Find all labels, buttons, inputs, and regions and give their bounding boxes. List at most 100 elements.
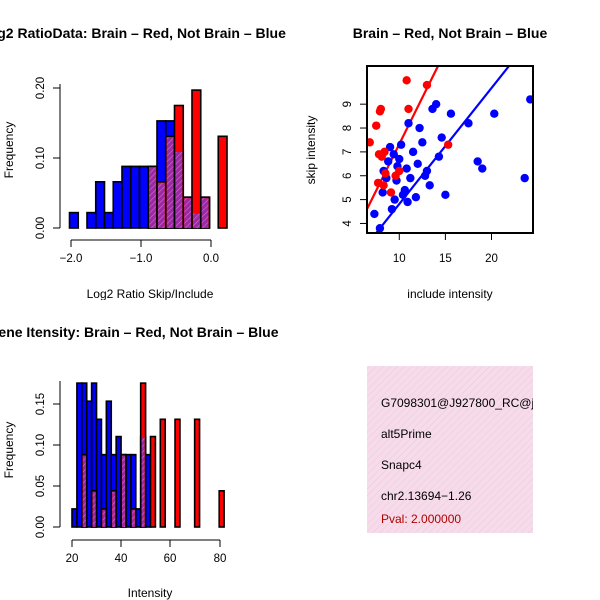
hist1-bar-overlap (149, 167, 156, 228)
hist2-bar-overlap (82, 455, 86, 527)
hist2-y-axis: 0.00 0.05 0.10 0.15 (35, 381, 61, 538)
scatter-point-not-brain (395, 154, 404, 164)
scatter-point-not-brain (441, 190, 450, 200)
scatter-xtick-label: 10 (393, 253, 406, 265)
scatter-point-not-brain (526, 95, 533, 104)
hist1-bar-brain (191, 89, 202, 229)
scatter-point-not-brain (520, 173, 529, 183)
hist1-bar-overlap (175, 152, 183, 228)
scatter-point-brain (379, 181, 388, 190)
hist2-bar-brain (159, 418, 167, 528)
event-id: G7098301@J927800_RC@j (381, 396, 534, 410)
hist2-ytick-label: 0.05 (35, 475, 47, 497)
scatter-y-axis: 4 5 6 7 8 9 (342, 101, 367, 227)
hist1-bar-not-brain (121, 165, 132, 229)
hist1-x-axis: −2.0 −1.0 0.0 (60, 239, 219, 265)
scatter-point-not-brain (425, 181, 434, 190)
scatter-point-not-brain (384, 157, 393, 166)
scatter-point-not-brain (446, 109, 456, 118)
hist2-xtick-label: 80 (214, 553, 227, 565)
scatter-point-not-brain (370, 209, 379, 219)
hist2-bar-brain (149, 435, 157, 528)
hist2-xtick-label: 40 (115, 553, 128, 565)
hist2-bar-overlap (102, 509, 106, 527)
scatter-point-not-brain (415, 123, 424, 133)
hist1-ytick-label: 0.10 (35, 147, 47, 169)
hist1-ytick-label: 0.00 (35, 217, 47, 239)
scatter-point-brain (402, 76, 411, 85)
scatter-point-brain (386, 188, 396, 197)
hist2-xtick-label: 20 (66, 553, 79, 565)
scatter-ytick-label: 6 (342, 173, 354, 179)
scatter-point-not-brain (402, 164, 411, 173)
hist2-x-axis: 20 40 60 80 (66, 539, 227, 565)
info-panel-background (367, 366, 533, 533)
hist1-bar-not-brain (86, 211, 97, 229)
scatter-point-not-brain (422, 166, 432, 176)
hist2-bar-brain (218, 490, 225, 528)
hist2-ytick-label: 0.00 (35, 516, 47, 538)
scatter-point-not-brain (437, 133, 446, 142)
scatter-point-not-brain (400, 185, 410, 195)
scatter-plot-box (366, 65, 534, 234)
hist1-panel: Log2 RatioData: Brain – Red, Not Brain –… (0, 25, 286, 300)
gene-location: chr2.13694−1.26 (381, 489, 472, 503)
scatter-point-not-brain (406, 173, 415, 183)
hist2-bar-brain (193, 418, 201, 528)
hist2-bar-overlap (92, 491, 96, 527)
scatter-point-not-brain (473, 157, 482, 166)
scatter-point-brain (443, 140, 453, 149)
scatter-ytick-label: 5 (342, 196, 354, 202)
event-type: alt5Prime (381, 427, 432, 441)
scatter-ylabel: skip intensity (304, 116, 318, 185)
scatter-point-not-brain (378, 188, 387, 197)
hist1-title: Log2 RatioData: Brain – Red, Not Brain –… (0, 25, 286, 41)
hist1-y-axis: 0.00 0.10 0.20 (35, 77, 61, 239)
hist1-bar-overlap (201, 198, 209, 228)
scatter-point-not-brain (413, 159, 422, 169)
hist1-bar-brain (217, 135, 228, 229)
hist1-xtick-label: −2.0 (60, 253, 83, 265)
hist2-bar-overlap (112, 491, 116, 527)
hist1-bars (68, 89, 228, 229)
hist1-ylabel: Frequency (2, 122, 16, 179)
hist1-bar-not-brain (129, 165, 141, 229)
hist1-bar-overlap (158, 182, 165, 228)
info-panel: G7098301@J927800_RC@j alt5Prime Snapc4 c… (367, 366, 534, 533)
scatter-point-not-brain (490, 109, 499, 118)
scatter-panel: Brain – Red, Not Brain – Blue include in… (304, 25, 547, 301)
hist1-xtick-label: 0.0 (203, 253, 219, 265)
hist2-bar-overlap (122, 455, 125, 527)
scatter-point-not-brain (404, 119, 413, 128)
scatter-point-brain (367, 138, 374, 147)
scatter-xlabel: include intensity (407, 287, 492, 301)
scatter-point-not-brain (375, 224, 385, 233)
hist1-bar-not-brain (94, 181, 106, 229)
hist1-bar-not-brain (68, 211, 80, 229)
hist1-bar-not-brain (112, 181, 123, 229)
scatter-point-brain (404, 104, 413, 114)
scatter-point-brain (395, 166, 404, 176)
scatter-point-not-brain (418, 138, 427, 147)
hist1-bar-not-brain (138, 165, 150, 229)
hist2-title: Gene Itensity: Brain – Red, Not Brain – … (0, 324, 279, 340)
scatter-title: Brain – Red, Not Brain – Blue (353, 25, 548, 41)
scatter-point-not-brain (411, 193, 421, 202)
hist2-bars (71, 382, 225, 528)
hist2-ytick-label: 0.15 (35, 393, 47, 415)
hist2-bar-overlap (131, 509, 135, 527)
hist2-bar-brain (174, 418, 181, 528)
scatter-point-not-brain (389, 150, 398, 159)
scatter-fit-line-not-brain (375, 66, 510, 233)
scatter-point-brain (381, 169, 390, 178)
scatter-point-not-brain (431, 99, 441, 109)
scatter-points (367, 76, 533, 233)
scatter-xtick-label: 15 (439, 253, 452, 265)
pval-text: Pval: 2.000000 (381, 512, 461, 526)
hist1-bar-overlap (193, 213, 200, 228)
hist2-xlabel: Intensity (128, 586, 173, 600)
scatter-point-brain (380, 147, 389, 157)
scatter-point-not-brain (396, 140, 406, 149)
hist2-ytick-label: 0.10 (35, 434, 47, 456)
scatter-x-axis: 10 15 20 (393, 233, 498, 265)
